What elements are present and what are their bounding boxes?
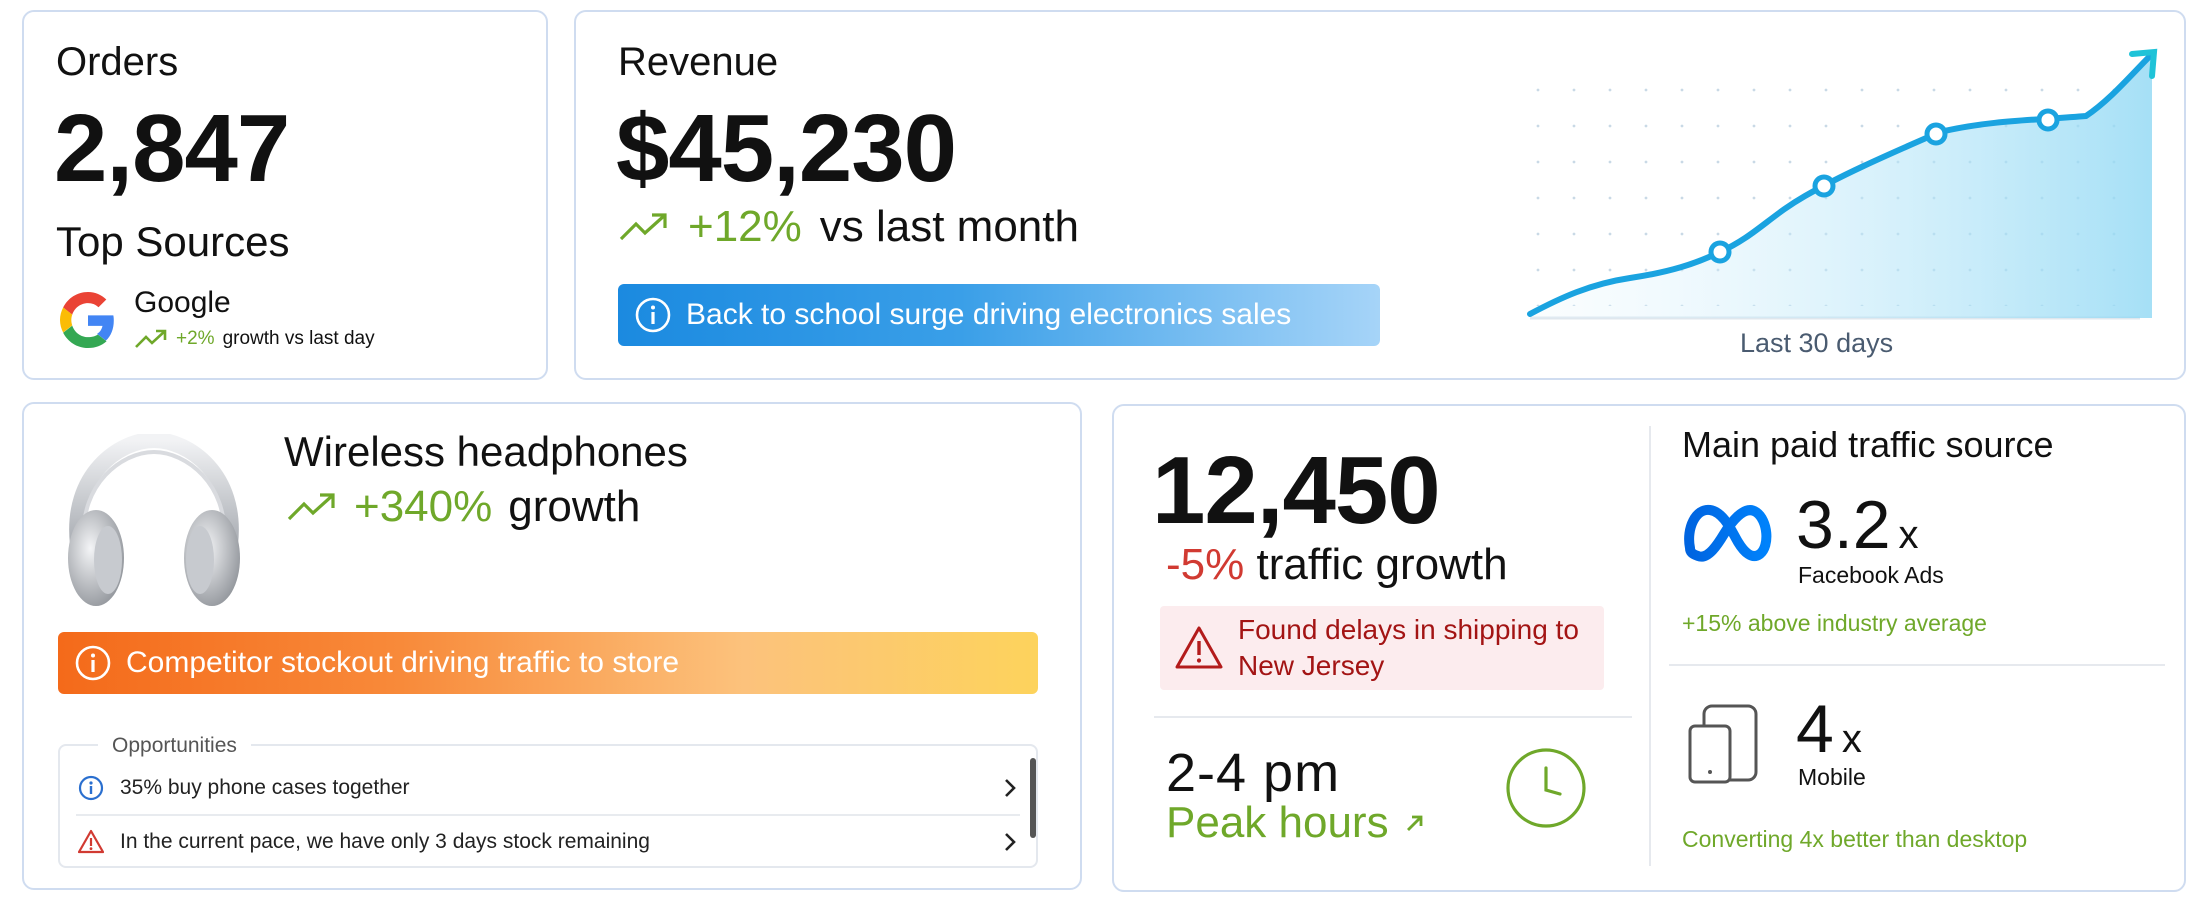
column-divider [1649,426,1651,866]
section-divider [1154,716,1632,718]
revenue-change-text: vs last month [819,202,1079,251]
peak-hours-label: Peak hours [1166,798,1389,847]
revenue-value: $45,230 [616,95,957,202]
chart-point [1812,174,1836,198]
shipping-alert: Found delays in shipping to New Jersey [1160,606,1604,690]
mobile-note: Converting 4x better than desktop [1682,826,2028,852]
peak-time: 2-4 pm [1166,743,1341,803]
facebook-label: Facebook Ads [1798,562,1944,588]
product-change-text: growth [508,482,641,531]
chevron-right-icon [1005,779,1016,797]
chevron-right-icon [1005,833,1016,851]
product-trend: +340% growth [286,482,640,532]
trend-up-icon [135,329,167,348]
mobile-label: Mobile [1798,764,1866,790]
mobile-multiplier-value: 4 [1796,691,1834,767]
info-icon [78,775,104,801]
shipping-alert-text: Found delays in shipping to New Jersey [1238,614,1579,681]
headphones-image [68,434,240,606]
info-icon [75,645,111,681]
product-name: Wireless headphones [284,428,688,475]
trend-up-icon [619,213,667,241]
chart-arrow [2129,48,2158,79]
mobile-devices-icon [1688,704,1758,784]
mobile-multiplier-unit: x [1841,717,1862,761]
product-card: Wireless headphones +340% growth Competi… [22,402,1082,890]
opportunity-divider [76,814,1020,816]
chart-area [1530,54,2152,318]
facebook-multiplier-value: 3.2 [1796,487,1891,563]
source-trend: +2% growth vs last day [134,328,375,350]
orders-card: Orders 2,847 Top Sources Google +2% grow… [22,10,548,380]
warning-icon [1175,626,1223,669]
traffic-value: 12,450 [1152,437,1441,544]
traffic-change: -5% [1166,540,1245,589]
warning-icon [78,829,104,854]
opportunity-item[interactable]: 35% buy phone cases together [78,768,1018,808]
main-paid-source-title: Main paid traffic source [1682,424,2054,465]
traffic-change-text: traffic growth [1256,540,1508,589]
source-change: +2% [176,328,215,349]
traffic-card: 12,450 -5% traffic growth Found delays i… [1112,404,2186,892]
revenue-title: Revenue [618,40,779,84]
top-sources-title: Top Sources [56,218,290,265]
source-divider [1669,664,2165,666]
opportunity-text: In the current pace, we have only 3 days… [120,830,650,853]
facebook-note: +15% above industry average [1682,610,1987,636]
product-insight-banner: Competitor stockout driving traffic to s… [58,632,1038,694]
opportunities-scrollbar[interactable] [1030,758,1036,838]
meta-logo-icon [1684,505,1772,562]
opportunities-panel: 35% buy phone cases together In the curr… [58,744,1038,868]
revenue-sparkline-chart [1520,48,2158,320]
revenue-trend: +12% vs last month [618,202,1079,252]
orders-value: 2,847 [54,95,290,202]
facebook-multiplier: 3.2 x [1796,486,1919,564]
revenue-banner-text: Back to school surge driving electronics… [686,298,1292,331]
opportunities-title: Opportunities [98,734,251,758]
opportunity-item[interactable]: In the current pace, we have only 3 days… [78,822,1018,862]
chart-point [2036,108,2060,132]
revenue-change: +12% [688,202,802,251]
traffic-trend: -5% traffic growth [1166,540,1508,590]
source-name: Google [134,286,231,319]
google-logo-icon [60,292,114,348]
chart-point [1924,122,1948,146]
source-change-text: growth vs last day [222,328,375,349]
revenue-insight-banner: Back to school surge driving electronics… [618,284,1380,346]
chart-point [1708,240,1732,264]
product-change: +340% [354,482,493,531]
clock-icon [1506,748,1586,828]
chart-line [1527,51,2155,317]
chart-caption: Last 30 days [1740,328,1894,358]
opportunity-text: 35% buy phone cases together [120,776,410,799]
trend-up-icon [287,493,335,521]
revenue-card: Revenue $45,230 +12% vs last month Back … [574,10,2186,380]
orders-title: Orders [56,40,179,84]
peak-hours-link[interactable]: Peak hours [1166,798,1427,848]
facebook-multiplier-unit: x [1898,513,1919,557]
arrow-up-right-icon [1406,815,1422,831]
product-banner-text: Competitor stockout driving traffic to s… [126,646,680,679]
info-icon [635,297,671,333]
